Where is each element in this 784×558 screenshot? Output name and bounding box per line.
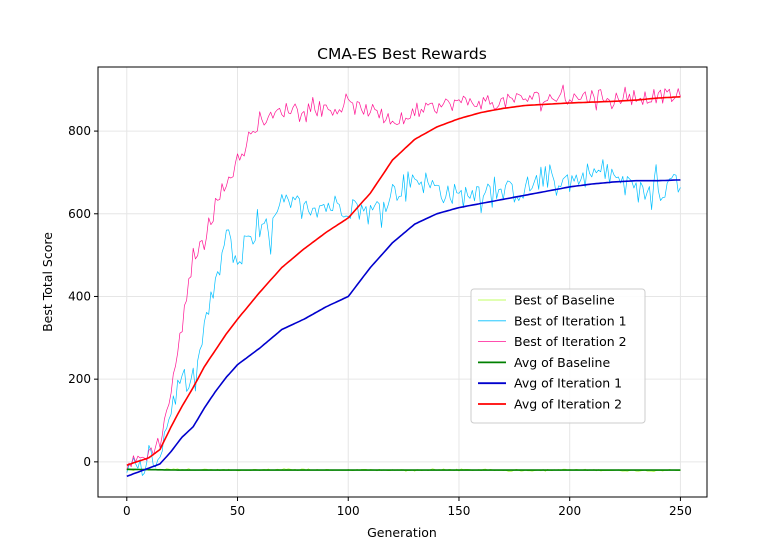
legend-label: Best of Baseline [514,293,615,308]
legend-label: Avg of Iteration 2 [514,397,622,412]
y-tick-label: 0 [83,455,91,469]
y-tick-label: 200 [68,372,91,386]
x-axis: 0 50 100 150 200 250 [123,497,692,518]
legend-box [470,288,646,424]
series-line-avg-of-iteration-1 [126,179,681,478]
x-tick-label: 250 [669,504,692,518]
series-line-avg-of-baseline [126,468,681,471]
legend-label: Avg of Baseline [514,355,610,370]
legend-label: Best of Iteration 2 [514,334,627,349]
grid [98,67,707,497]
x-tick-label: 200 [558,504,581,518]
plot-frame [97,66,708,498]
x-tick-label: 50 [230,504,245,518]
legend-label: Avg of Iteration 1 [514,376,622,391]
legend-label: Best of Iteration 1 [514,313,627,328]
y-tick-label: 800 [68,124,91,138]
x-tick-label: 100 [337,504,360,518]
y-axis: 0 200 400 600 800 [68,124,98,469]
legend: Best of Baseline Best of Iteration 1 Best … [470,288,646,424]
chart-title: CMA-ES Best Rewards [317,45,487,63]
x-tick-label: 0 [123,504,131,518]
series-layer [126,84,681,478]
y-tick-label: 400 [68,289,91,303]
y-tick-label: 600 [68,207,91,221]
y-axis-label: Best Total Score [40,232,55,332]
series-line-avg-of-iteration-2 [126,96,681,466]
x-axis-label: Generation [367,525,437,540]
series-line-best-of-iteration-1 [126,159,681,476]
x-tick-label: 150 [448,504,471,518]
